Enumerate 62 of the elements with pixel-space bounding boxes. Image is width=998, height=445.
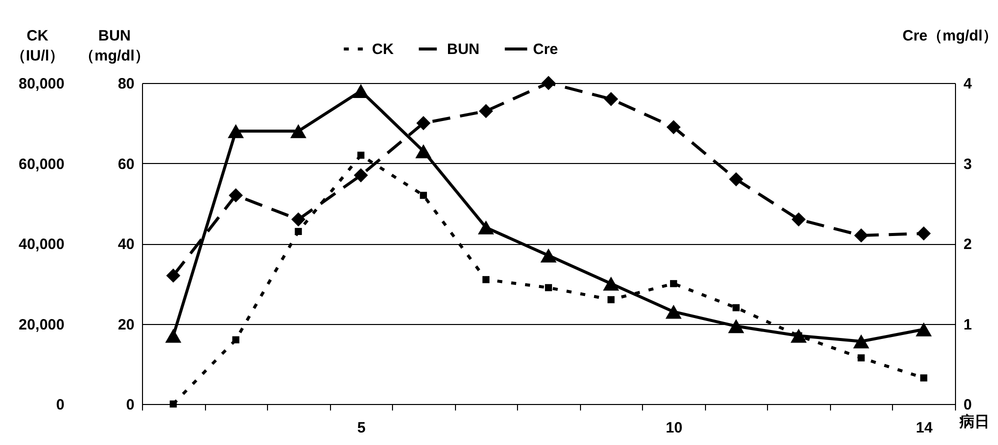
point bbox=[416, 116, 430, 130]
y2-tick-label: 2 bbox=[964, 236, 972, 253]
point bbox=[728, 319, 744, 334]
point bbox=[540, 248, 557, 263]
point bbox=[232, 336, 240, 344]
point bbox=[478, 220, 494, 234]
point bbox=[916, 226, 931, 241]
y-tick-label: 40 bbox=[118, 236, 134, 253]
point bbox=[290, 124, 306, 138]
point bbox=[854, 228, 868, 243]
legend-label: Cre bbox=[533, 41, 558, 58]
point bbox=[858, 354, 865, 362]
point bbox=[916, 322, 932, 336]
point bbox=[166, 268, 180, 283]
y2-tick-label: 4 bbox=[964, 76, 972, 92]
legend-label: BUN bbox=[447, 41, 480, 58]
point bbox=[165, 328, 182, 343]
point bbox=[354, 168, 368, 182]
y-tick-label: 60 bbox=[118, 156, 134, 173]
point bbox=[294, 228, 302, 235]
y-tick-label: 80 bbox=[118, 76, 134, 92]
point bbox=[291, 212, 306, 226]
y-tick-label: 20 bbox=[118, 316, 134, 334]
x-axis-title: 病日 bbox=[958, 414, 990, 430]
legend-label: CK bbox=[372, 41, 394, 58]
point bbox=[352, 84, 369, 98]
x-tick-label: 10 bbox=[666, 420, 682, 436]
point bbox=[228, 188, 243, 202]
point bbox=[792, 212, 806, 226]
y3-axis-title: CK （IU/l） bbox=[10, 28, 64, 64]
point bbox=[544, 284, 552, 292]
y2-tick-label: 1 bbox=[964, 316, 972, 334]
y-axis-title: BUN （mg/dl） bbox=[80, 28, 150, 64]
y3-tick-label: 20,000 bbox=[18, 316, 64, 334]
x-tick-label: 14 bbox=[916, 420, 934, 436]
point bbox=[415, 144, 432, 158]
point bbox=[357, 152, 364, 159]
point bbox=[732, 304, 740, 312]
point bbox=[608, 296, 615, 304]
y3-tick-label: 40,000 bbox=[18, 236, 64, 253]
y2-tick-label: 3 bbox=[964, 156, 972, 173]
point bbox=[666, 120, 681, 134]
y2-tick-label: 0 bbox=[964, 396, 972, 414]
point bbox=[666, 304, 682, 319]
point bbox=[853, 334, 870, 348]
point bbox=[228, 124, 244, 138]
point bbox=[729, 172, 744, 186]
y2-axis-title: Cre（mg/dl） bbox=[902, 28, 998, 44]
y-tick-label: 0 bbox=[126, 396, 134, 414]
point bbox=[602, 276, 620, 291]
y3-tick-label: 80,000 bbox=[18, 76, 64, 92]
y3-tick-label: 0 bbox=[56, 396, 64, 414]
point bbox=[541, 76, 556, 90]
point bbox=[170, 400, 177, 408]
y3-tick-label: 60,000 bbox=[18, 156, 64, 173]
point bbox=[604, 92, 618, 106]
point bbox=[420, 192, 427, 199]
point bbox=[670, 280, 678, 288]
point bbox=[478, 104, 494, 118]
point bbox=[482, 276, 490, 284]
x-tick-label: 5 bbox=[357, 420, 366, 436]
point bbox=[920, 374, 928, 382]
